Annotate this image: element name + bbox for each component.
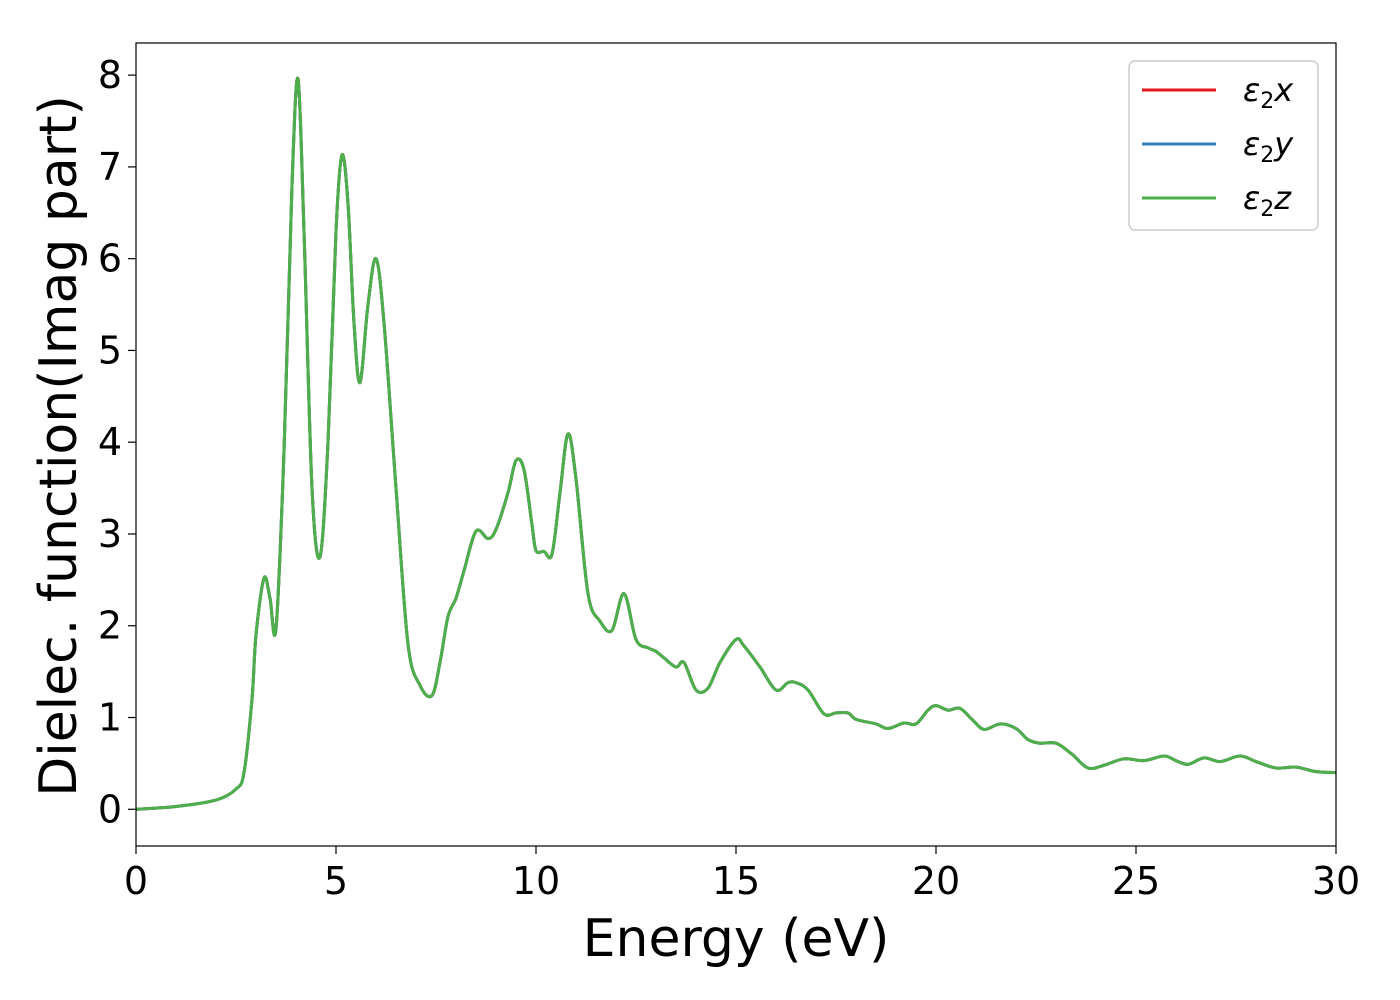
- legend-symbol: ε: [1243, 71, 1260, 109]
- y-tick-label: 4: [98, 420, 122, 464]
- legend-symbol: ε: [1243, 125, 1260, 163]
- x-tick-label: 0: [124, 859, 148, 903]
- plot-lines: [135, 76, 1337, 811]
- legend-axis: z: [1273, 179, 1292, 217]
- x-tick-label: 10: [512, 859, 560, 903]
- y-axis-ticks: 0 1 2 3 4 5 6 7 8: [98, 53, 136, 831]
- y-tick-label: 1: [98, 696, 122, 740]
- y-axis-label: Dielec. function(Imag part): [29, 95, 89, 797]
- legend-symbol: ε: [1243, 179, 1260, 217]
- legend-axis: y: [1273, 125, 1294, 163]
- legend-subscript: 2: [1260, 143, 1274, 168]
- y-tick-label: 3: [98, 512, 122, 556]
- y-tick-label: 6: [98, 237, 122, 281]
- legend-subscript: 2: [1260, 197, 1274, 222]
- y-tick-label: 8: [98, 53, 122, 97]
- x-tick-label: 30: [1312, 859, 1360, 903]
- y-tick-label: 7: [98, 145, 122, 189]
- legend-entry-z: ε2z: [1243, 179, 1292, 222]
- legend-subscript: 2: [1260, 89, 1274, 114]
- legend-axis: x: [1273, 71, 1294, 109]
- x-axis-label: Energy (eV): [583, 909, 890, 969]
- x-tick-label: 15: [712, 859, 760, 903]
- x-tick-label: 5: [324, 859, 348, 903]
- x-tick-label: 25: [1112, 859, 1160, 903]
- legend-box: [1128, 60, 1319, 231]
- x-tick-label: 20: [912, 859, 960, 903]
- series-line-z: [135, 76, 1337, 811]
- legend-entry-x: ε2x: [1243, 71, 1294, 114]
- x-axis-ticks: 0 5 10 15 20 25 30: [124, 846, 1360, 903]
- y-tick-label: 0: [98, 787, 122, 831]
- y-tick-label: 5: [98, 328, 122, 372]
- legend-entry-y: ε2y: [1243, 125, 1294, 168]
- y-tick-label: 2: [98, 604, 122, 648]
